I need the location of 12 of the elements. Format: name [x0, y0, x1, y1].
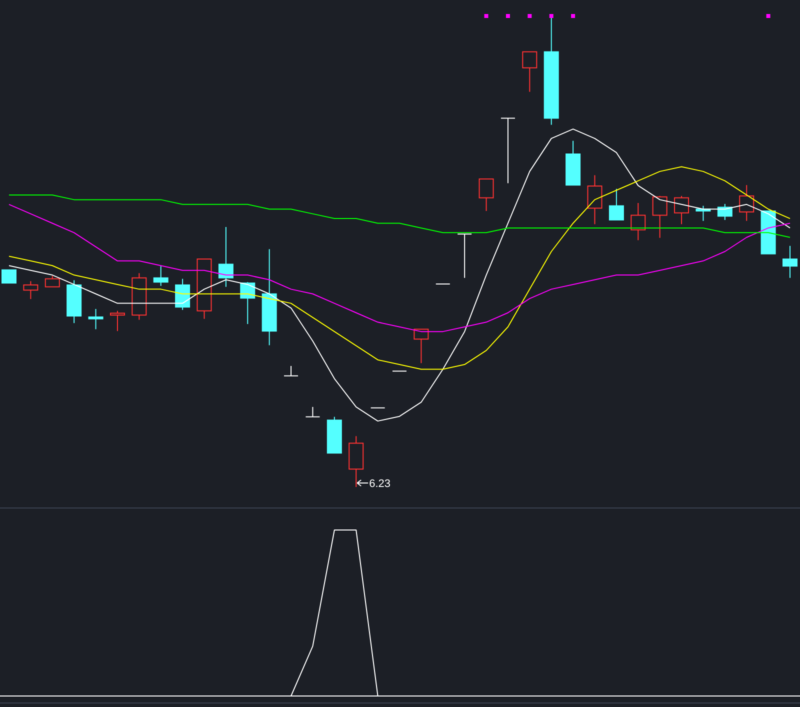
candlestick	[153, 266, 168, 286]
candlestick	[132, 272, 147, 320]
candlestick	[630, 202, 646, 241]
candlestick	[175, 278, 190, 310]
candlestick	[88, 308, 104, 330]
candlestick	[739, 184, 754, 222]
candlestick	[262, 248, 277, 346]
candlestick	[544, 16, 559, 126]
candlestick	[587, 174, 602, 225]
candlestick	[782, 245, 798, 278]
annotation: 6.23	[369, 478, 391, 490]
candlestick	[23, 280, 38, 300]
